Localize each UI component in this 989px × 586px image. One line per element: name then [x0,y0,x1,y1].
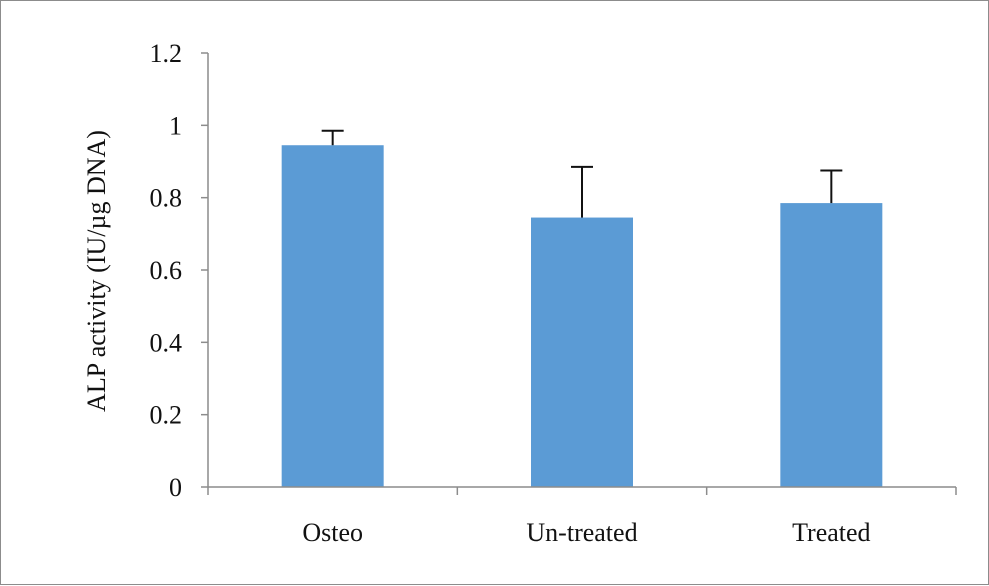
bars [281,145,883,487]
x-tick-label: Osteo [302,518,363,547]
y-tick-label: 0.6 [150,256,183,285]
axes [207,53,957,495]
x-axis-labels: Osteo Un-treated Treated [302,518,870,547]
y-axis-ticks: 0 0.2 0.4 0.6 0.8 1 1.2 [150,39,208,502]
y-tick-label: 1.2 [150,39,183,68]
y-tick-label: 0 [169,473,182,502]
x-tick-label: Un-treated [526,518,637,547]
y-tick-label: 0.4 [150,328,183,357]
y-tick-label: 0.2 [150,401,183,430]
bar [780,203,883,487]
error-bars [321,129,843,218]
y-tick-label: 0.8 [150,184,183,213]
y-tick-label: 1 [169,111,182,140]
bar [531,217,633,487]
bar [281,145,384,487]
x-tick-label: Treated [792,518,870,547]
y-axis-title: ALP activity (IU/µg DNA) [82,130,111,412]
